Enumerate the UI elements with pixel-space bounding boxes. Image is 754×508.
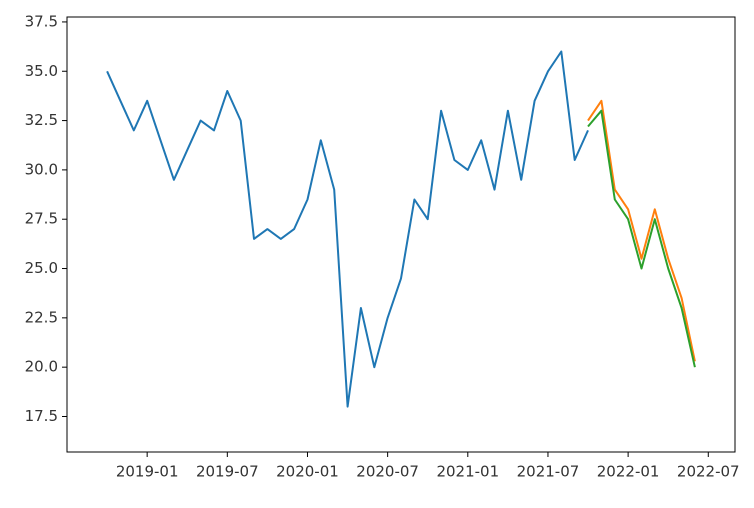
x-tick-label: 2022-07 [677, 463, 740, 481]
x-tick-label: 2021-01 [436, 463, 499, 481]
y-tick-label: 20.0 [25, 358, 58, 376]
y-tick-label: 22.5 [25, 308, 58, 326]
y-tick-label: 37.5 [25, 12, 58, 30]
x-tick-label: 2019-07 [196, 463, 259, 481]
y-tick-label: 17.5 [25, 407, 58, 425]
plot-frame [66, 16, 736, 453]
y-tick-label: 35.0 [25, 62, 58, 80]
x-tick-label: 2020-07 [356, 463, 419, 481]
x-tick-label: 2022-01 [597, 463, 660, 481]
line-series [587, 99, 696, 362]
y-tick-label: 27.5 [25, 210, 58, 228]
x-tick-label: 2020-01 [276, 463, 339, 481]
x-tick-label: 2021-07 [517, 463, 580, 481]
y-tick-label: 32.5 [25, 111, 58, 129]
y-tick-label: 30.0 [25, 160, 58, 178]
y-tick-label: 25.0 [25, 259, 58, 277]
line-series [106, 50, 589, 408]
x-tick-label: 2019-01 [116, 463, 179, 481]
line-series [587, 109, 696, 368]
